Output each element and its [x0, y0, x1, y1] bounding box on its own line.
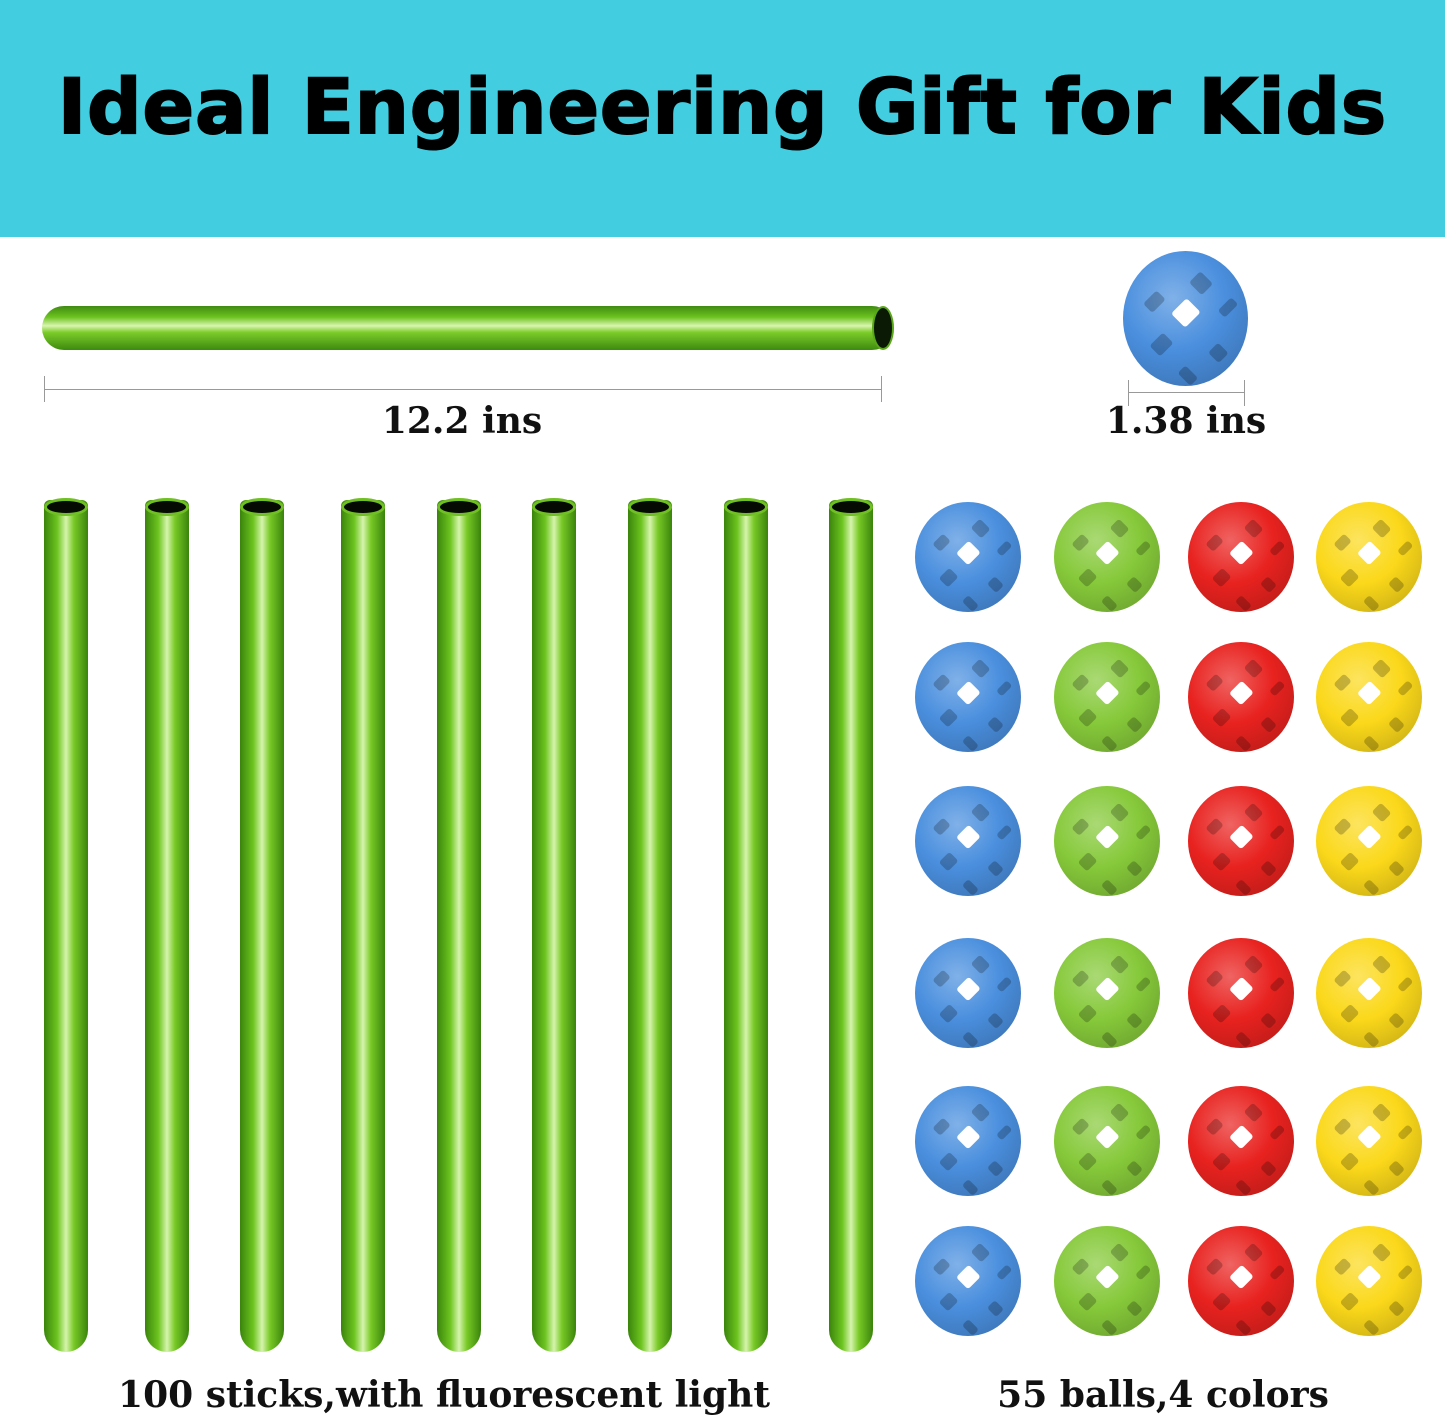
dimension-tick: [44, 376, 45, 402]
ball-dimension-line: [1128, 392, 1244, 393]
ball-image: [1316, 642, 1422, 752]
horizontal-stick-image: [42, 306, 894, 350]
stick-image: [724, 498, 768, 1352]
sticks-caption: 100 sticks,with fluorescent light: [118, 1374, 770, 1416]
ball-image: [915, 502, 1021, 612]
ball-image: [1188, 642, 1294, 752]
title-banner: Ideal Engineering Gift for Kids: [0, 0, 1445, 237]
ball-image: [1054, 938, 1160, 1048]
ball-image: [1316, 1226, 1422, 1336]
ball-image: [1054, 1226, 1160, 1336]
ball-image: [1188, 786, 1294, 896]
ball-image: [1316, 1086, 1422, 1196]
stick-image: [240, 498, 284, 1352]
stick-length-label: 12.2 ins: [381, 400, 543, 442]
ball-image: [1188, 1226, 1294, 1336]
sample-ball-image: [1123, 251, 1248, 386]
ball-image: [1316, 938, 1422, 1048]
dimension-tick: [1128, 380, 1129, 406]
page-title: Ideal Engineering Gift for Kids: [57, 61, 1388, 152]
stick-image: [532, 498, 576, 1352]
stick-image: [437, 498, 481, 1352]
ball-image: [1054, 502, 1160, 612]
dimension-tick: [1244, 380, 1245, 406]
ball-image: [915, 786, 1021, 896]
ball-image: [1188, 1086, 1294, 1196]
ball-image: [915, 1226, 1021, 1336]
stick-image: [628, 498, 672, 1352]
ball-image: [915, 1086, 1021, 1196]
ball-image: [915, 642, 1021, 752]
ball-image: [1316, 786, 1422, 896]
ball-diameter-label: 1.38 ins: [1105, 400, 1267, 442]
ball-image: [1188, 938, 1294, 1048]
stick-image: [44, 498, 88, 1352]
stick-image: [145, 498, 189, 1352]
stick-image: [341, 498, 385, 1352]
ball-image: [1054, 642, 1160, 752]
ball-image: [1188, 502, 1294, 612]
balls-caption: 55 balls,4 colors: [997, 1374, 1329, 1416]
ball-image: [915, 938, 1021, 1048]
stick-image: [829, 498, 873, 1352]
ball-image: [1054, 1086, 1160, 1196]
dimension-tick: [881, 376, 882, 402]
ball-image: [1054, 786, 1160, 896]
stick-dimension-line: [44, 389, 882, 390]
ball-image: [1316, 502, 1422, 612]
